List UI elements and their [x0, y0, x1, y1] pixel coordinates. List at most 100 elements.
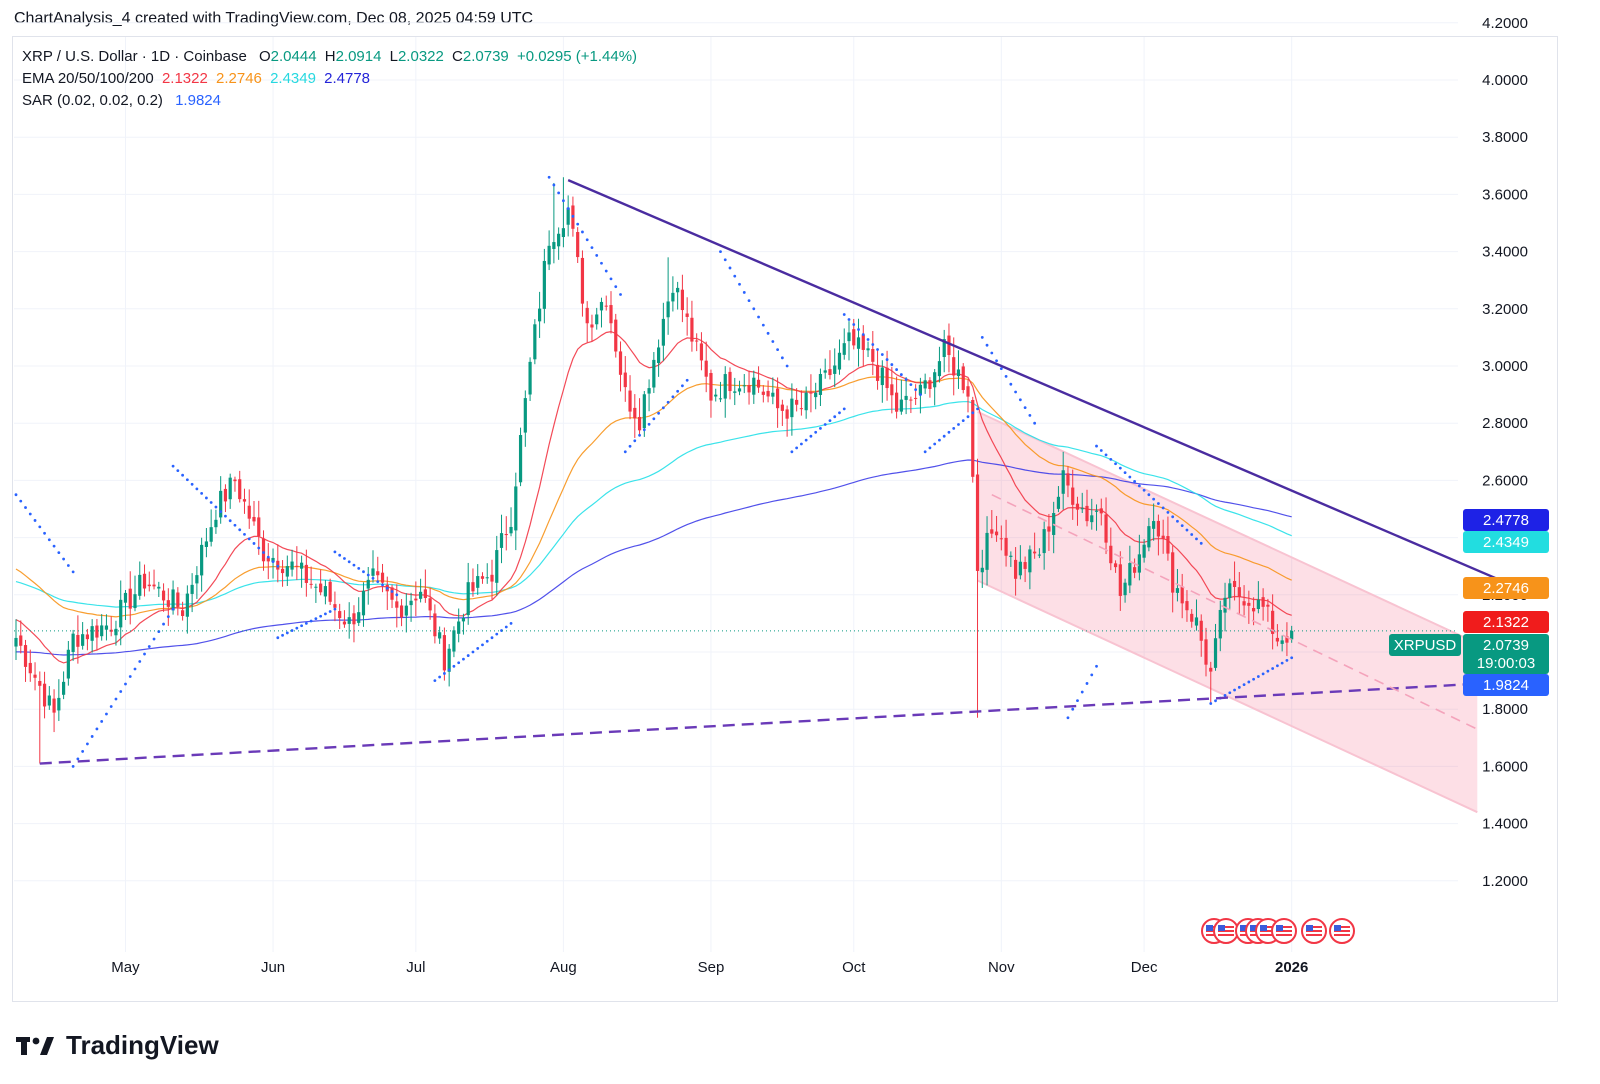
legend-sar-row[interactable]: SAR (0.02, 0.02, 0.2) 1.9824: [22, 90, 637, 112]
sar-dot: [828, 419, 832, 422]
candle-body: [666, 301, 670, 318]
candle-body: [1075, 503, 1080, 510]
flag-stripe: [1260, 934, 1276, 936]
candle-body: [1152, 521, 1156, 529]
sar-dot: [462, 657, 465, 661]
sar-dot: [343, 557, 346, 560]
candle-body: [728, 371, 732, 392]
legend-ohlc-row: XRP / U.S. Dollar · 1D · Coinbase O2.044…: [22, 46, 637, 68]
candle-body: [990, 529, 994, 534]
candle-body: [352, 613, 356, 625]
sar-dot: [609, 277, 613, 281]
candle-body: [419, 591, 423, 599]
sar-dot: [723, 258, 727, 262]
candle-body: [161, 590, 166, 601]
candle-body: [590, 324, 594, 328]
flag-canton: [1206, 925, 1213, 931]
sar-dot: [390, 590, 394, 593]
candle-body: [633, 407, 637, 419]
candle-body: [985, 532, 989, 570]
flag-canton: [1260, 925, 1267, 931]
sar-dot: [619, 293, 622, 296]
sar-dot: [452, 664, 456, 668]
candle-body: [671, 292, 675, 302]
candle-body: [480, 576, 485, 579]
sar-dot: [1071, 707, 1075, 711]
candle-body: [790, 398, 794, 418]
candle-body: [499, 533, 504, 548]
us-flag-event-icon[interactable]: [1329, 918, 1355, 944]
sar-dot: [109, 705, 113, 708]
candle-body: [804, 392, 808, 411]
time-tick-label: Sep: [698, 959, 725, 976]
symbol-title[interactable]: XRP / U.S. Dollar · 1D · Coinbase: [22, 48, 247, 65]
candle-body: [442, 635, 446, 671]
sar-dot: [804, 438, 808, 442]
sar-dot: [147, 645, 151, 648]
price-label-badge: [1463, 674, 1549, 696]
sar-dot: [1247, 680, 1251, 684]
candle-body: [1056, 496, 1061, 509]
sar-dot: [1147, 493, 1151, 497]
sar-dot: [1233, 688, 1236, 692]
candle-body: [504, 534, 508, 536]
flag-stripe: [1306, 930, 1322, 932]
candle-body: [552, 242, 556, 249]
candle-body: [599, 301, 604, 311]
candle-body: [152, 584, 156, 587]
sar-dot: [976, 407, 979, 411]
candlesticks: [14, 177, 1294, 764]
us-flag-event-icon[interactable]: [1213, 918, 1239, 944]
candle-body: [328, 581, 332, 602]
candle-body: [466, 582, 470, 616]
sar-dot: [661, 406, 665, 410]
chart-frame[interactable]: [12, 36, 1558, 1002]
sar-dot: [119, 690, 123, 693]
flag-stripe: [1276, 930, 1292, 932]
sar-dot: [328, 610, 332, 613]
sar-dot: [466, 654, 470, 657]
candle-body: [142, 573, 147, 589]
sar-dot: [138, 660, 142, 663]
candle-body: [695, 340, 699, 342]
tradingview-logo[interactable]: TradingView: [16, 1030, 219, 1061]
candle-body: [395, 601, 399, 608]
legend-ema-row[interactable]: EMA 20/50/100/200 2.1322 2.2746 2.4349 2…: [22, 68, 637, 90]
candle-body: [271, 557, 275, 563]
sar-dot: [243, 532, 246, 536]
candle-body: [742, 385, 746, 387]
sar-dot: [490, 636, 494, 640]
sar-dot: [124, 682, 127, 686]
sar-dot: [485, 639, 489, 643]
time-tick-label: Dec: [1131, 959, 1158, 976]
price-label-text: 2.2746: [1483, 580, 1529, 597]
candle-body: [904, 395, 908, 400]
sar-dot: [481, 643, 484, 647]
candle-body: [1218, 609, 1222, 639]
price-tick-label: 3.2000: [1482, 301, 1528, 318]
sar-dot: [933, 442, 937, 446]
candle-body: [1275, 637, 1279, 642]
us-flag-event-icon[interactable]: [1271, 918, 1297, 944]
candle-body: [300, 562, 304, 569]
sar-dot: [885, 358, 889, 361]
us-flag-event-icon[interactable]: [1301, 918, 1327, 944]
candle-body: [399, 605, 404, 618]
sar-dot: [1280, 661, 1284, 665]
sar-dot: [28, 512, 32, 516]
candle-body: [290, 561, 294, 570]
sar-value: 1.9824: [175, 92, 221, 109]
price-tick-label: 2.6000: [1482, 472, 1528, 489]
sar-dot: [823, 423, 827, 426]
candle-body: [452, 630, 456, 652]
sar-dot: [742, 291, 746, 294]
sar-dot: [1137, 484, 1141, 488]
tradingview-brand: TradingView: [66, 1030, 219, 1060]
sar-dot: [1266, 669, 1270, 673]
sar-dot: [281, 633, 284, 637]
sar-dot: [1142, 488, 1146, 492]
candle-body: [266, 557, 270, 562]
sar-dot: [871, 343, 875, 346]
sar-dot: [780, 356, 784, 360]
